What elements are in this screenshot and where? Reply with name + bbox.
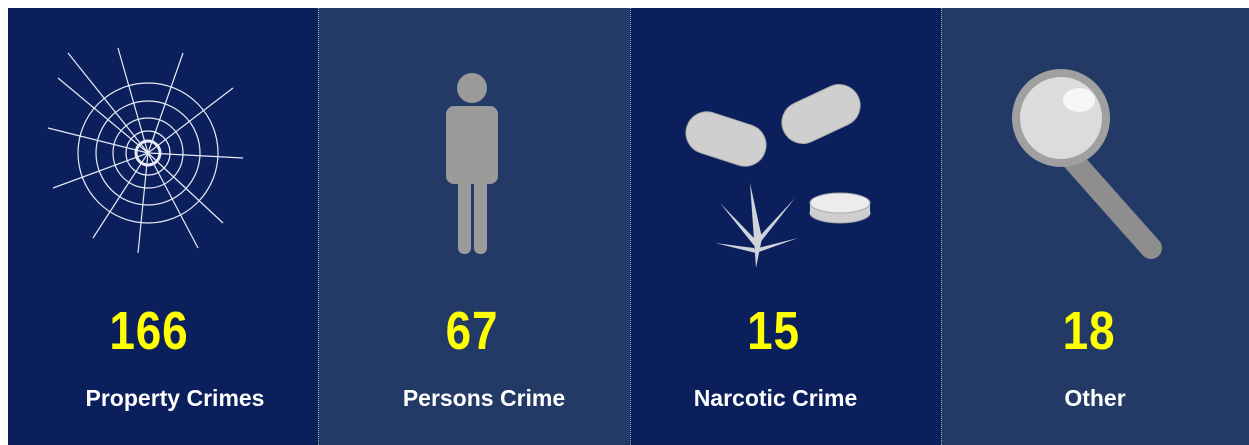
panel: 15 Narcotic Crime xyxy=(630,8,941,445)
separator xyxy=(630,8,631,445)
person-icon xyxy=(446,73,498,254)
broken-glass-icon xyxy=(47,47,244,254)
category-label: Persons Crime xyxy=(402,385,566,411)
count: 166 xyxy=(109,301,189,361)
panel: 166 Property Crimes xyxy=(8,8,318,445)
separator xyxy=(318,8,319,445)
narcotics-icon xyxy=(685,84,871,268)
magnifier-icon xyxy=(1012,69,1162,259)
count: 18 xyxy=(1062,301,1116,361)
category-label: Other xyxy=(1064,385,1126,411)
count: 15 xyxy=(747,301,800,361)
category-label: Property Crimes xyxy=(85,385,265,411)
count: 67 xyxy=(445,301,499,361)
separator xyxy=(941,8,942,445)
panel: 18 Other xyxy=(941,8,1249,445)
panel: 67 Persons Crime xyxy=(318,8,630,445)
category-label: Narcotic Crime xyxy=(693,385,858,411)
